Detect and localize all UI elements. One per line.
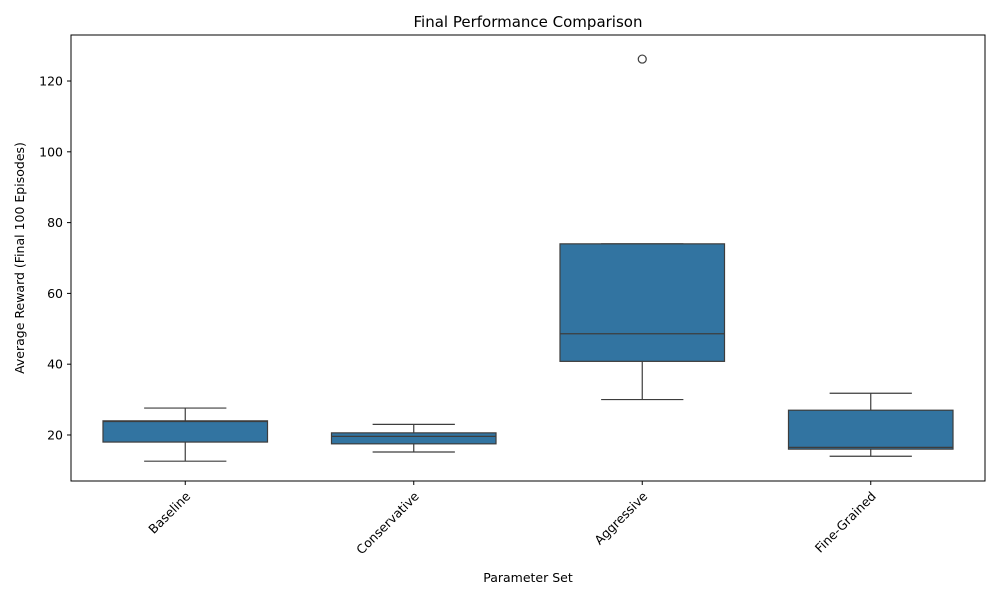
x-tick-label: Conservative [353,488,422,557]
y-tick-label: 120 [39,74,63,89]
y-axis-label: Average Reward (Final 100 Episodes) [12,142,27,374]
x-tick-label: Fine-Grained [812,489,879,556]
chart-title: Final Performance Comparison [414,13,643,31]
box-baseline [102,420,269,443]
x-tick-label: Baseline [145,488,193,536]
y-tick-label: 60 [47,286,63,301]
y-tick-label: 20 [47,427,63,442]
x-axis-label: Parameter Set [483,570,573,585]
plot-frame [70,34,986,482]
box-conservative [330,432,497,445]
box-fine-grained [787,409,954,450]
plot-area: 20 40 60 80 100 120 Baseline Conservative Aggres… [39,54,954,557]
y-tick-label: 80 [47,215,63,230]
y-tick-label: 40 [47,357,63,372]
outlier-point [637,54,647,64]
box-aggressive [559,243,726,362]
x-tick-label: Aggressive [591,488,650,547]
y-tick-label: 100 [39,144,63,159]
